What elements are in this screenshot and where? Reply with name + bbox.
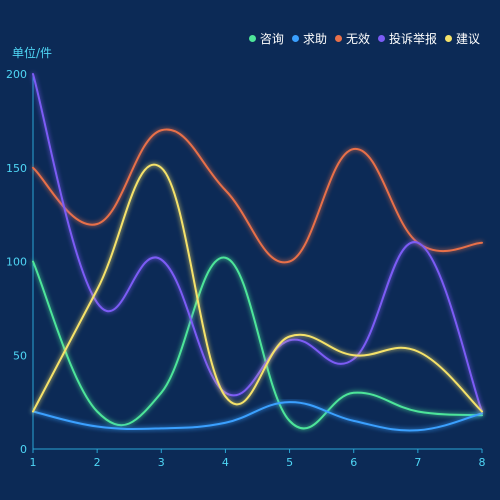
legend-label: 无效 <box>345 32 370 46</box>
axes-layer: 0 50 100 150 200 1 2 3 4 5 6 7 8 <box>6 68 486 469</box>
y-tick-label: 0 <box>20 443 27 456</box>
legend-item-3[interactable]: 无效 <box>334 30 370 47</box>
y-tick-label: 100 <box>6 256 27 269</box>
x-tick-label: 2 <box>94 456 101 469</box>
legend-dot-icon <box>334 35 342 42</box>
legend-label: 投诉举报 <box>388 32 437 46</box>
series-line-1 <box>32 256 483 430</box>
y-tick-label: 150 <box>6 162 27 175</box>
y-axis-unit-label: 单位/件 <box>12 46 53 60</box>
x-tick-label: 6 <box>350 456 357 469</box>
legend-item-2[interactable]: 求助 <box>291 30 327 47</box>
legend-dot-icon <box>248 35 256 42</box>
legend-label: 求助 <box>302 32 327 46</box>
x-tick-label: 5 <box>286 456 293 469</box>
series-line-2 <box>32 401 483 432</box>
series-layer <box>32 73 483 432</box>
y-tick-label: 200 <box>6 68 27 81</box>
legend-dot-icon <box>377 35 385 42</box>
x-tick-label: 4 <box>222 456 229 469</box>
legend-label: 建议 <box>455 32 480 46</box>
legend-item-5[interactable]: 建议 <box>444 30 480 47</box>
legend-item-1[interactable]: 咨询 <box>248 30 284 47</box>
x-tick-label: 3 <box>158 456 165 469</box>
x-tick-label: 1 <box>30 456 37 469</box>
y-tick-label: 50 <box>13 349 27 362</box>
series-line-4 <box>32 73 483 413</box>
legend-label: 咨询 <box>259 32 284 46</box>
x-tick-label: 7 <box>414 456 421 469</box>
legend-item-4[interactable]: 投诉举报 <box>377 30 437 47</box>
series-line-5 <box>32 163 483 413</box>
x-tick-label: 8 <box>479 456 486 469</box>
legend-dot-icon <box>444 35 452 42</box>
series-line-3 <box>32 128 483 264</box>
legend: 咨询 求助 无效 投诉举报 建议 <box>248 30 480 47</box>
legend-dot-icon <box>291 35 299 42</box>
